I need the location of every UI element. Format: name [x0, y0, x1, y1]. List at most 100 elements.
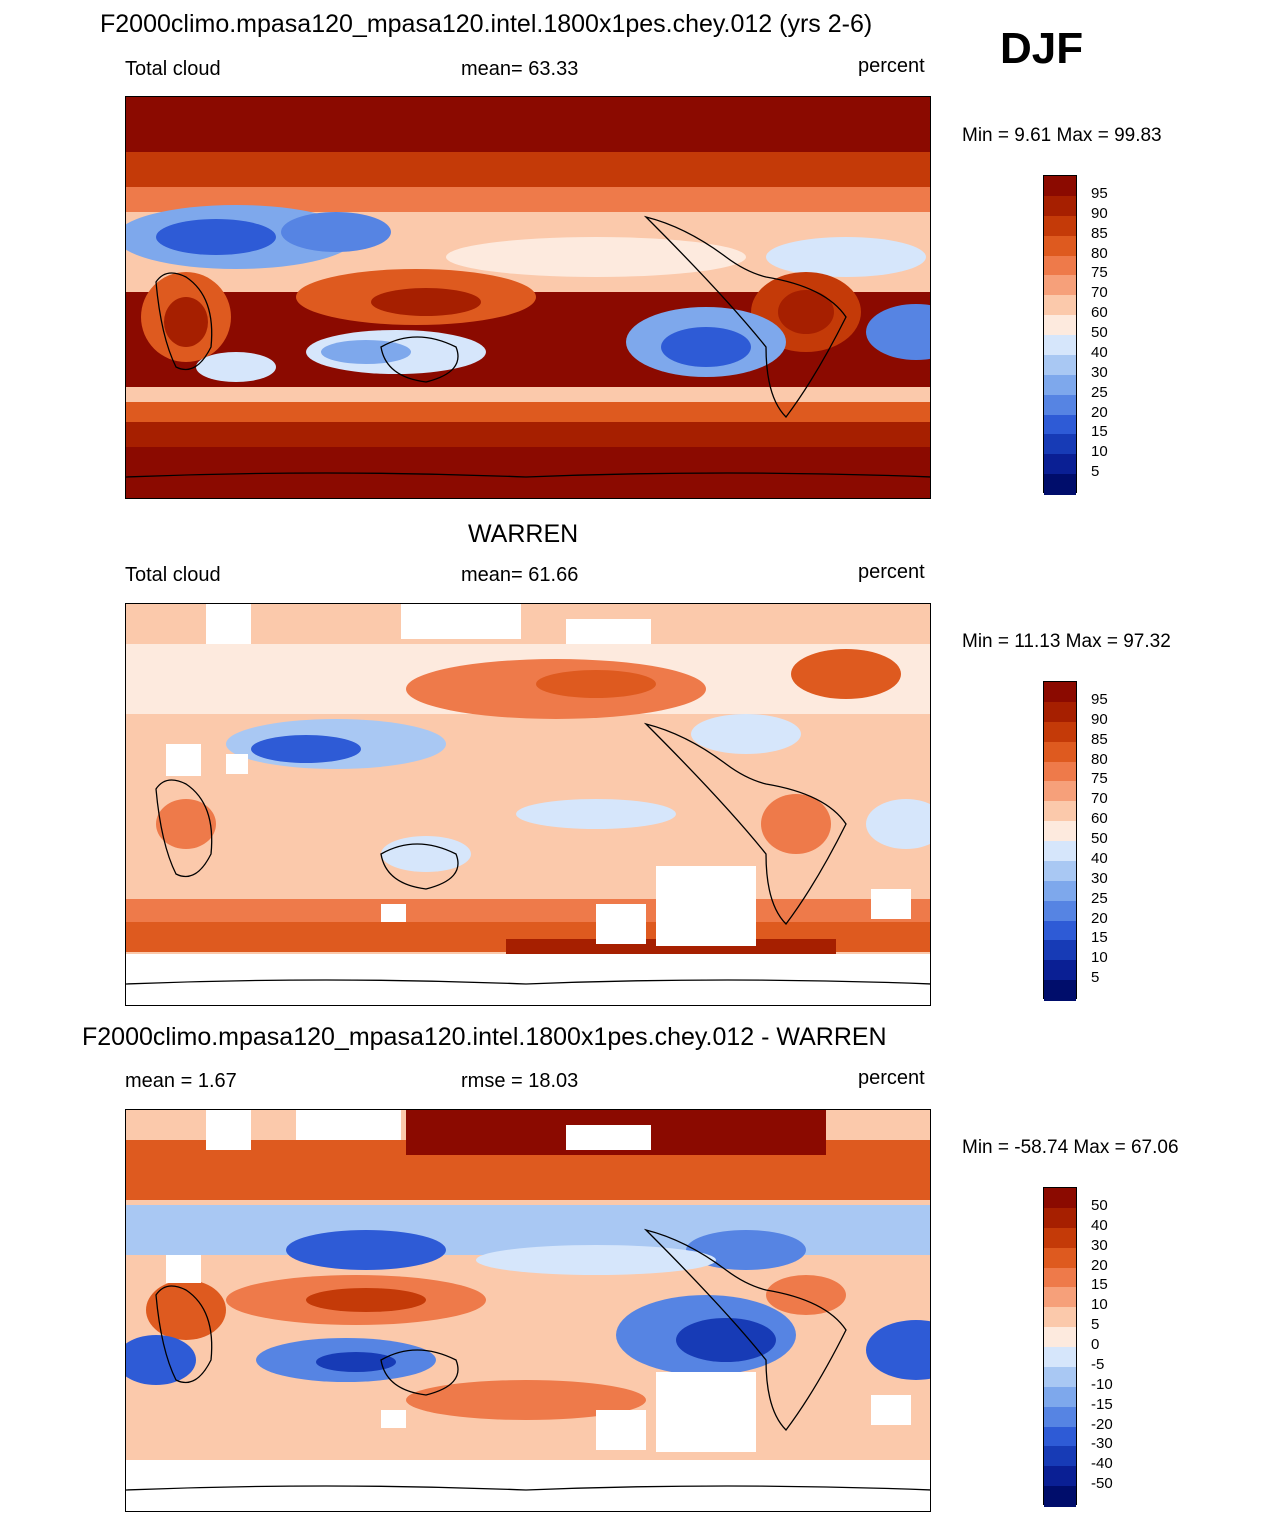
colorbar-swatch [1044, 1366, 1076, 1388]
colorbar-level-label: 10 [1091, 949, 1108, 967]
colorbar-swatch [1044, 1327, 1076, 1348]
panel3-units-label: percent [858, 1067, 925, 1089]
colorbar-level-label: 75 [1091, 264, 1108, 282]
colorbar-level-label: 20 [1091, 1256, 1108, 1274]
colorbar-level-label: 25 [1091, 383, 1108, 401]
panel1-minmax: Min = 9.61 Max = 99.83 [962, 125, 1162, 146]
colorbar-swatch [1044, 682, 1076, 703]
colorbar-level-label: 5 [1091, 463, 1100, 481]
colorbar-swatch [1044, 354, 1076, 376]
colorbar-level-label: 95 [1091, 184, 1108, 202]
panel2-variable-label: Total cloud [125, 564, 221, 586]
colorbar-swatch [1044, 741, 1076, 762]
colorbar-swatch [1044, 841, 1076, 862]
colorbar-level-label: 95 [1091, 690, 1108, 708]
colorbar-swatch [1044, 960, 1076, 981]
colorbar-swatch [1044, 176, 1076, 197]
colorbar-swatch [1044, 315, 1076, 336]
panel2-mean-label: mean= 61.66 [461, 564, 579, 586]
panel1-variable-label: Total cloud [125, 58, 221, 80]
colorbar-swatch [1044, 275, 1076, 296]
panel2-title: WARREN [468, 520, 579, 548]
panel3-minmax: Min = -58.74 Max = 67.06 [962, 1137, 1179, 1158]
colorbar-swatch [1044, 215, 1076, 237]
colorbar-level-label: 50 [1091, 324, 1108, 341]
colorbar-level-label: 15 [1091, 929, 1108, 947]
panel2-map [125, 603, 931, 1006]
colorbar-level-label: 50 [1091, 830, 1108, 847]
colorbar-level-label: 10 [1091, 1296, 1108, 1314]
colorbar-level-label: 30 [1091, 869, 1108, 887]
colorbar-swatch [1044, 374, 1076, 396]
colorbar-swatch [1044, 295, 1076, 316]
colorbar-swatch [1044, 1287, 1076, 1308]
colorbar-level-label: 85 [1091, 730, 1108, 748]
colorbar-level-label: 90 [1091, 204, 1108, 222]
colorbar-level-label: 20 [1091, 909, 1108, 927]
colorbar-swatch [1044, 1227, 1076, 1249]
colorbar-swatch [1044, 1446, 1076, 1467]
colorbar-level-label: 30 [1091, 1236, 1108, 1254]
colorbar-swatch [1044, 195, 1076, 217]
panel3-title: F2000climo.mpasa120_mpasa120.intel.1800x… [82, 1023, 887, 1051]
colorbar-level-label: 60 [1091, 810, 1108, 828]
colorbar-swatch [1044, 454, 1076, 475]
panel1-mean-label: mean= 63.33 [461, 58, 579, 80]
colorbar-swatch [1044, 980, 1076, 1001]
colorbar-level-label: 5 [1091, 1316, 1100, 1334]
colorbar-level-label: 40 [1091, 1216, 1108, 1234]
colorbar-swatch [1044, 821, 1076, 842]
colorbar-swatch [1044, 860, 1076, 882]
colorbar-swatch [1044, 235, 1076, 256]
colorbar-swatch [1044, 255, 1076, 276]
colorbar-level-label: -40 [1091, 1455, 1113, 1473]
colorbar-swatch [1044, 1386, 1076, 1408]
colorbar-level-label: 80 [1091, 244, 1108, 262]
colorbar-level-label: -15 [1091, 1395, 1113, 1413]
colorbar-swatch [1044, 900, 1076, 921]
colorbar-level-label: 70 [1091, 790, 1108, 808]
colorbar-swatch [1044, 880, 1076, 902]
colorbar-swatch [1044, 1426, 1076, 1447]
colorbar-level-label: 10 [1091, 443, 1108, 461]
colorbar-swatch [1044, 1247, 1076, 1268]
panel1-colorbar-box [1043, 175, 1077, 495]
colorbar-level-label: 5 [1091, 969, 1100, 987]
panel2-minmax: Min = 11.13 Max = 97.32 [962, 631, 1171, 652]
colorbar-level-label: 85 [1091, 224, 1108, 242]
colorbar-level-label: 20 [1091, 403, 1108, 421]
colorbar-swatch [1044, 1486, 1076, 1507]
colorbar-swatch [1044, 781, 1076, 802]
colorbar-swatch [1044, 940, 1076, 961]
colorbar-level-label: 25 [1091, 889, 1108, 907]
colorbar-level-label: 60 [1091, 304, 1108, 322]
colorbar-level-label: -20 [1091, 1415, 1113, 1433]
colorbar-level-label: 15 [1091, 423, 1108, 441]
colorbar-swatch [1044, 1347, 1076, 1368]
colorbar-swatch [1044, 1267, 1076, 1288]
colorbar-swatch [1044, 801, 1076, 822]
panel1-title: F2000climo.mpasa120_mpasa120.intel.1800x… [100, 10, 873, 38]
colorbar-level-label: -30 [1091, 1435, 1113, 1453]
colorbar-level-label: -5 [1091, 1355, 1105, 1373]
colorbar-level-label: -10 [1091, 1375, 1113, 1393]
colorbar-swatch [1044, 761, 1076, 782]
colorbar-level-label: 30 [1091, 363, 1108, 381]
colorbar-swatch [1044, 1466, 1076, 1487]
panel3-rmse-label: rmse = 18.03 [461, 1070, 579, 1092]
colorbar-level-label: 75 [1091, 770, 1108, 788]
colorbar-level-label: 40 [1091, 343, 1108, 361]
panel3-colorbar-box [1043, 1187, 1077, 1507]
colorbar-level-label: 90 [1091, 710, 1108, 728]
panel3-map [125, 1109, 931, 1512]
colorbar-swatch [1044, 474, 1076, 495]
panel1-map [125, 96, 931, 499]
colorbar-swatch [1044, 1207, 1076, 1229]
panel2-colorbar-box [1043, 681, 1077, 1001]
colorbar-level-label: 40 [1091, 849, 1108, 867]
panel1-units-label: percent [858, 55, 925, 77]
colorbar-level-label: -50 [1091, 1475, 1113, 1493]
panel3-mean-label: mean = 1.67 [125, 1070, 237, 1092]
colorbar-level-label: 50 [1091, 1196, 1108, 1214]
colorbar-swatch [1044, 434, 1076, 455]
